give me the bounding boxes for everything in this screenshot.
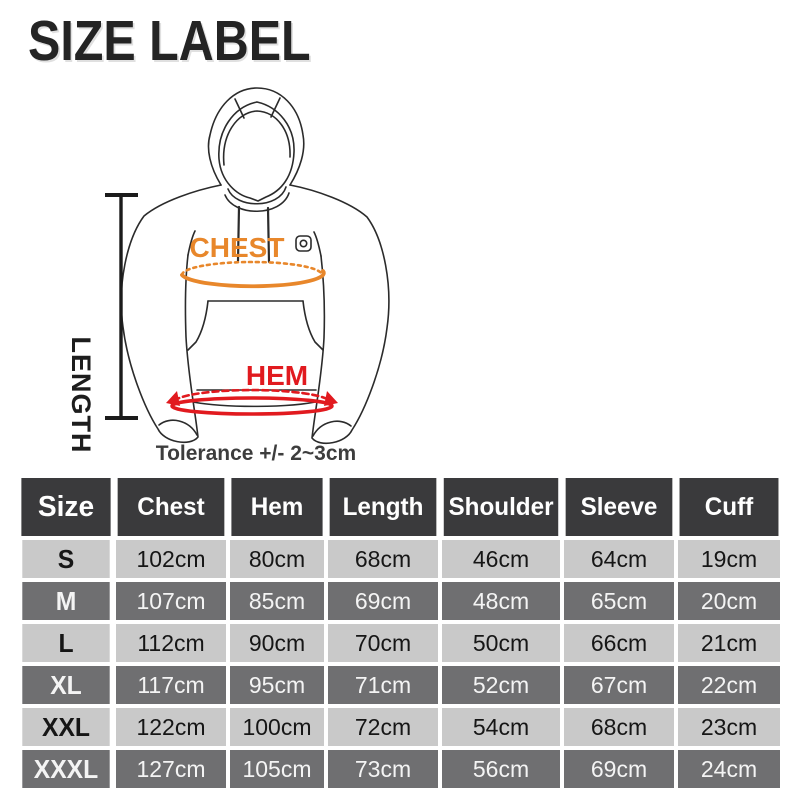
power-button-icon — [295, 235, 312, 252]
value-cell: 102cm — [116, 540, 226, 578]
value-cell: 66cm — [564, 624, 674, 662]
table-header-cuff: Cuff — [679, 478, 779, 536]
size-cell: S — [22, 540, 110, 578]
table-header-shoulder: Shoulder — [443, 478, 559, 536]
value-cell: 65cm — [564, 582, 674, 620]
value-cell: 46cm — [442, 540, 560, 578]
hoodie-size-diagram: CHEST HEM LENGTH Tolerance +/- 2~3cm — [66, 87, 390, 465]
page-title: SIZE LABEL — [28, 9, 311, 73]
tolerance-note: Tolerance +/- 2~3cm — [156, 442, 356, 465]
size-table: Size Chest Hem Length Shoulder Sleeve Cu… — [20, 478, 780, 788]
size-cell: XXL — [22, 708, 110, 746]
chest-measure-ellipse — [180, 260, 326, 289]
value-cell: 85cm — [230, 582, 324, 620]
value-cell: 117cm — [116, 666, 226, 704]
size-cell: L — [22, 624, 110, 662]
value-cell: 20cm — [678, 582, 780, 620]
size-cell: XXXL — [22, 750, 110, 788]
value-cell: 90cm — [230, 624, 324, 662]
value-cell: 24cm — [678, 750, 780, 788]
table-header-hem: Hem — [231, 478, 323, 536]
value-cell: 80cm — [230, 540, 324, 578]
table-header-sleeve: Sleeve — [565, 478, 673, 536]
value-cell: 100cm — [230, 708, 324, 746]
chest-label: CHEST — [190, 232, 285, 263]
size-cell: M — [22, 582, 110, 620]
value-cell: 48cm — [442, 582, 560, 620]
table-header-length: Length — [329, 478, 437, 536]
size-cell: XL — [22, 666, 110, 704]
value-cell: 122cm — [116, 708, 226, 746]
hem-arrowheads-icon — [166, 391, 338, 406]
value-cell: 71cm — [328, 666, 438, 704]
value-cell: 112cm — [116, 624, 226, 662]
value-cell: 23cm — [678, 708, 780, 746]
value-cell: 50cm — [442, 624, 560, 662]
value-cell: 73cm — [328, 750, 438, 788]
value-cell: 21cm — [678, 624, 780, 662]
value-cell: 95cm — [230, 666, 324, 704]
table-header-size: Size — [21, 478, 111, 536]
value-cell: 22cm — [678, 666, 780, 704]
value-cell: 127cm — [116, 750, 226, 788]
value-cell: 68cm — [564, 708, 674, 746]
table-header-chest: Chest — [117, 478, 225, 536]
value-cell: 69cm — [564, 750, 674, 788]
hoodie-outline-icon — [120, 87, 390, 445]
value-cell: 52cm — [442, 666, 560, 704]
length-label: LENGTH — [66, 337, 96, 454]
value-cell: 70cm — [328, 624, 438, 662]
value-cell: 68cm — [328, 540, 438, 578]
length-measure-line — [105, 193, 138, 420]
value-cell: 105cm — [230, 750, 324, 788]
value-cell: 54cm — [442, 708, 560, 746]
value-cell: 72cm — [328, 708, 438, 746]
value-cell: 64cm — [564, 540, 674, 578]
value-cell: 69cm — [328, 582, 438, 620]
hem-measure-ellipse — [170, 388, 334, 416]
value-cell: 67cm — [564, 666, 674, 704]
value-cell: 107cm — [116, 582, 226, 620]
hem-label: HEM — [246, 360, 308, 391]
value-cell: 56cm — [442, 750, 560, 788]
value-cell: 19cm — [678, 540, 780, 578]
